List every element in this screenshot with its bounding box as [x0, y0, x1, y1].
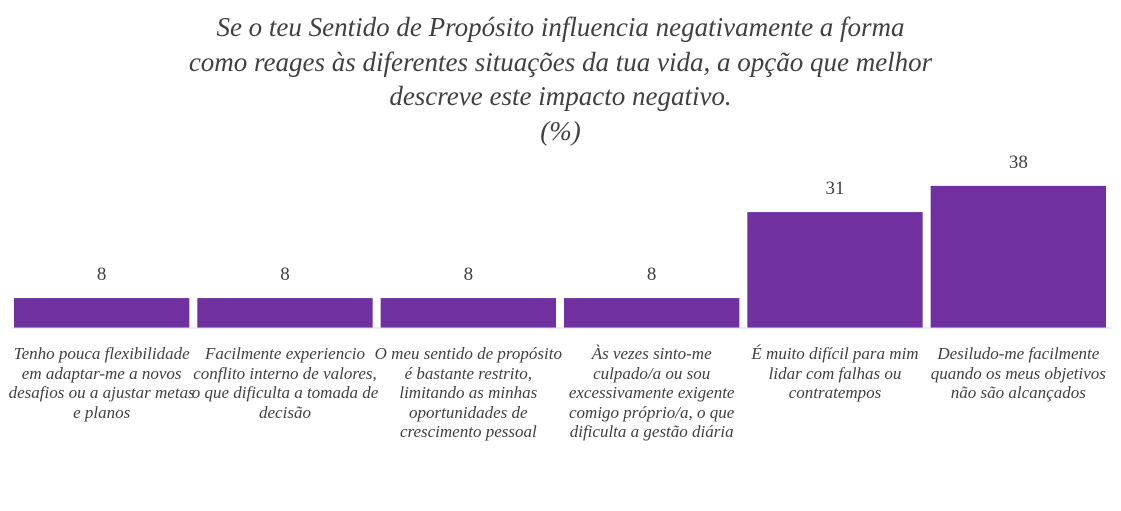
category-label: O meu sentido de propósito é bastante re… [374, 344, 562, 442]
bar [197, 298, 373, 328]
title-line: (%) [540, 115, 581, 146]
data-label: 31 [826, 178, 845, 199]
title-line: como reages às diferentes situações da t… [188, 46, 933, 77]
data-label: 8 [97, 264, 107, 285]
category-label: Tenho pouca flexibilidade em adaptar-me … [8, 344, 195, 422]
bar [380, 298, 556, 328]
bar [930, 185, 1106, 328]
category-label: Facilmente experiencio conflito interno … [191, 344, 379, 422]
category-label: Às vezes sinto-me culpado/a ou sou exces… [568, 344, 735, 442]
bar [747, 212, 923, 328]
category-label: É muito difícil para mim lidar com falha… [751, 344, 919, 403]
bar [564, 298, 740, 328]
title-line: descreve este impacto negativo. [389, 81, 732, 111]
category-label: Desiludo-me facilmente quando os meus ob… [930, 344, 1106, 403]
title-line: Se o teu Sentido de Propósito influencia… [216, 12, 905, 42]
data-label: 8 [280, 264, 290, 285]
bar [14, 298, 190, 328]
data-label: 38 [1009, 152, 1028, 173]
data-label: 8 [647, 264, 657, 285]
data-label: 8 [464, 264, 474, 285]
chart-title: Se o teu Sentido de Propósito influencia… [0, 10, 1121, 148]
